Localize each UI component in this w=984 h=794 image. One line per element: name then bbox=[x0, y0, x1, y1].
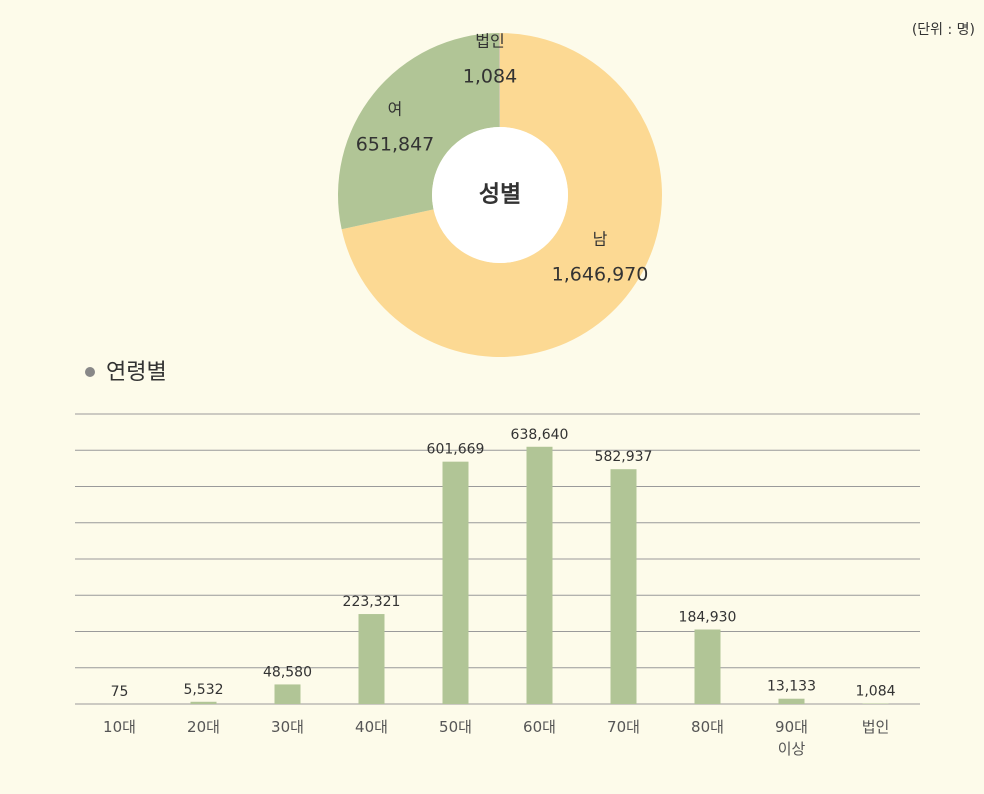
bar bbox=[610, 469, 637, 704]
bullet bbox=[85, 367, 95, 377]
x-tick-label: 70대 bbox=[607, 718, 640, 736]
bar-value-label: 638,640 bbox=[511, 427, 569, 443]
bar-value-label: 75 bbox=[111, 684, 129, 700]
donut-slice bbox=[338, 33, 500, 230]
bar-value-label: 184,930 bbox=[679, 610, 737, 626]
slice-name: 남 bbox=[593, 230, 608, 249]
slice-value: 1,646,970 bbox=[552, 264, 649, 286]
bar-value-label: 13,133 bbox=[767, 679, 816, 695]
donut-hole bbox=[432, 127, 568, 263]
x-tick-label: 80대 bbox=[691, 718, 724, 736]
x-tick-label: 법인 bbox=[861, 718, 890, 736]
section-title: 연령별 bbox=[106, 360, 167, 385]
x-tick-label: 30대 bbox=[271, 718, 304, 736]
slice-name: 여 bbox=[388, 100, 403, 119]
x-tick-label: 60대 bbox=[523, 718, 556, 736]
x-tick-label: 90대 이상 bbox=[775, 718, 808, 758]
bar-value-label: 5,532 bbox=[183, 682, 223, 698]
bar-value-label: 582,937 bbox=[595, 449, 653, 465]
donut-slice bbox=[341, 33, 662, 358]
x-tick-label: 20대 bbox=[187, 718, 220, 736]
x-tick-label: 10대 bbox=[103, 718, 136, 736]
donut-title: 성별 bbox=[479, 182, 521, 208]
bar-value-label: 1,084 bbox=[855, 684, 895, 700]
slice-value: 651,847 bbox=[356, 134, 435, 156]
bar bbox=[778, 698, 805, 704]
slice-name: 법인 bbox=[475, 32, 504, 51]
bar bbox=[190, 701, 217, 704]
bar-value-label: 48,580 bbox=[263, 664, 312, 680]
bar bbox=[526, 446, 553, 704]
bar bbox=[274, 684, 301, 704]
unit-note: (단위 : 명) bbox=[912, 22, 975, 38]
bar bbox=[694, 629, 721, 704]
bar bbox=[442, 461, 469, 704]
x-tick-label: 50대 bbox=[439, 718, 472, 736]
bar-value-label: 601,669 bbox=[427, 442, 485, 458]
x-tick-label: 40대 bbox=[355, 718, 388, 736]
bar bbox=[358, 614, 385, 704]
bar-value-label: 223,321 bbox=[343, 594, 401, 610]
slice-value: 1,084 bbox=[463, 66, 517, 88]
